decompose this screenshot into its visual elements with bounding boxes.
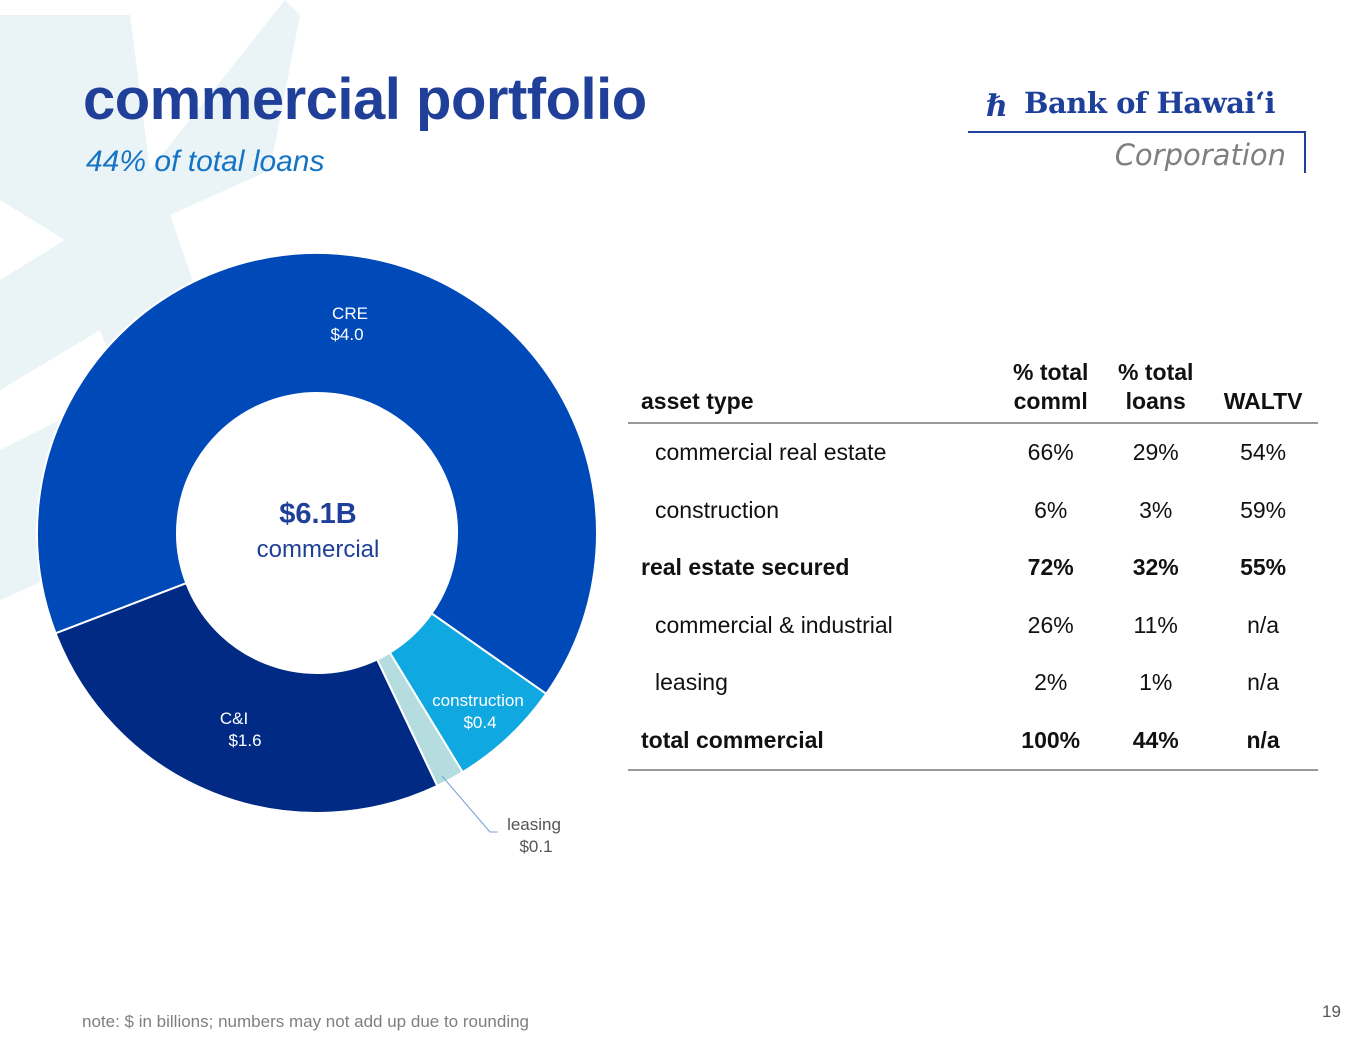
logo-mark-icon: ℏ xyxy=(986,89,1008,124)
column-header-line: % total xyxy=(1013,359,1089,385)
page-number: 19 xyxy=(1322,1002,1341,1021)
row-label: commercial & industrial xyxy=(655,611,893,638)
logo-division: Corporation xyxy=(1114,138,1286,172)
column-header: WALTV xyxy=(1208,358,1318,424)
column-header-line: WALTV xyxy=(1223,388,1303,414)
table-cell: 2% xyxy=(1034,669,1068,696)
slice-value-ci: $1.6 xyxy=(228,731,261,750)
page-subtitle: 44% of total loans xyxy=(86,145,325,178)
table-row: real estate secured 72% 32% 55% xyxy=(628,539,1318,597)
slice-label-leasing: leasing xyxy=(507,815,561,834)
table-cell: 6% xyxy=(1034,496,1068,523)
slice-label-construction: construction xyxy=(432,691,524,710)
slice-label-ci: C&I xyxy=(220,709,248,728)
table-cell: 44% xyxy=(1103,711,1209,771)
table-cell: 29% xyxy=(1132,439,1179,466)
asset-type-table: asset type% total comml% total loans WALTV … xyxy=(628,358,1318,771)
table-cell: 72% xyxy=(1027,554,1074,581)
column-header-line: comml xyxy=(1013,388,1088,414)
table-cell: 59% xyxy=(1240,496,1287,523)
row-label: real estate secured xyxy=(641,554,850,581)
table-row: total commercial 100% 44% n/a xyxy=(628,711,1318,771)
donut-slice-ci xyxy=(54,581,439,814)
table-cell: n/a xyxy=(1208,711,1318,771)
table-row: construction 6% 3% 59% xyxy=(628,482,1318,540)
logo-rule-vertical xyxy=(1304,131,1306,173)
column-header-line: % total xyxy=(1118,359,1194,385)
donut-chart: CRE $4.0 construction $0.4 leasing $0.1 … xyxy=(36,252,598,856)
slice-value-construction: $0.4 xyxy=(463,713,496,732)
footnote: note: $ in billions; numbers may not add… xyxy=(82,1012,530,1031)
table-row: commercial real estate 66% 29% 54% xyxy=(628,423,1318,482)
table-cell: 11% xyxy=(1133,611,1178,638)
center-caption: commercial xyxy=(257,536,380,563)
table-cell: 54% xyxy=(1240,439,1287,466)
table-row: leasing 2% 1% n/a xyxy=(628,654,1318,712)
table-cell: n/a xyxy=(1247,669,1280,696)
logo-name: Bank of Hawai‘i xyxy=(1024,86,1276,120)
column-header: asset type xyxy=(628,358,999,424)
table-cell: 66% xyxy=(1027,439,1074,466)
page-title: commercial portfolio xyxy=(83,67,647,132)
column-header-line: asset type xyxy=(641,388,754,414)
table-cell: 55% xyxy=(1240,554,1287,581)
table-cell: 100% xyxy=(998,711,1104,771)
table-cell: 3% xyxy=(1139,496,1173,523)
column-header: % total loans xyxy=(1103,358,1209,424)
table-cell: n/a xyxy=(1247,611,1280,638)
row-label: commercial real estate xyxy=(655,439,887,466)
column-header-line: loans xyxy=(1125,388,1186,414)
leasing-leader-line xyxy=(441,775,491,833)
bank-logo: ℏ Bank of Hawai‘i Corporation xyxy=(968,84,1308,176)
donut-slice-cre xyxy=(36,252,598,696)
table-cell: 1% xyxy=(1139,669,1173,696)
slice-value-cre: $4.0 xyxy=(330,325,363,344)
table-cell: 32% xyxy=(1132,554,1179,581)
slice-label-cre: CRE xyxy=(332,304,368,323)
row-label: construction xyxy=(655,496,780,523)
logo-rule xyxy=(968,131,1306,133)
row-label: total commercial xyxy=(628,711,999,771)
column-header: % total comml xyxy=(998,358,1104,424)
center-value: $6.1B xyxy=(279,498,356,530)
table-cell: 26% xyxy=(1027,611,1074,638)
table-row: commercial & industrial 26% 11% n/a xyxy=(628,597,1318,655)
row-label: leasing xyxy=(655,669,728,696)
slice-value-leasing: $0.1 xyxy=(519,837,552,856)
